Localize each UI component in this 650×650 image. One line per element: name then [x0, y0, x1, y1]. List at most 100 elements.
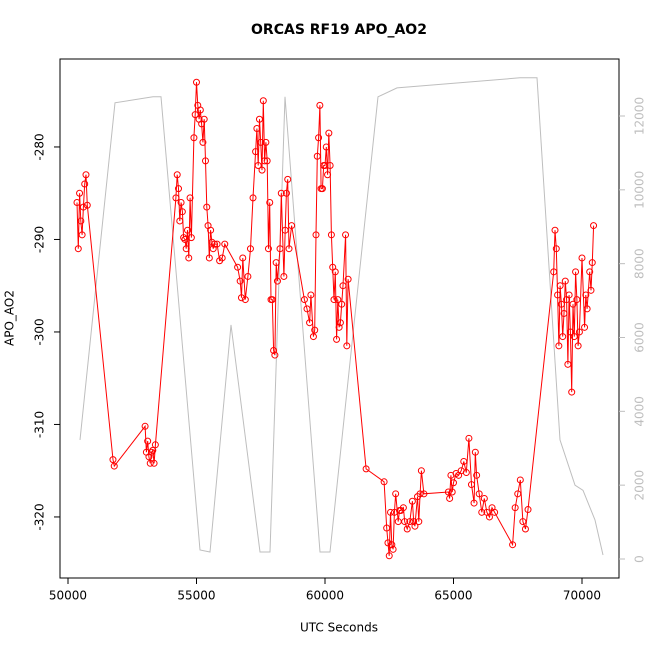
data-point — [300, 296, 308, 304]
data-point — [207, 226, 215, 234]
data-point — [74, 245, 82, 253]
data-point — [387, 508, 395, 516]
data-point — [150, 459, 158, 467]
data-point — [271, 351, 279, 359]
data-point — [552, 245, 560, 253]
data-point — [570, 333, 578, 341]
data-point — [343, 342, 351, 350]
data-point — [335, 323, 343, 331]
data-point — [334, 296, 342, 304]
data-point — [380, 478, 388, 486]
data-point — [263, 157, 271, 165]
data-point — [564, 360, 572, 368]
data-point — [327, 231, 335, 239]
data-point — [448, 488, 456, 496]
data-point — [252, 148, 260, 156]
data-point — [185, 254, 193, 262]
data-point — [178, 208, 186, 216]
data-point — [339, 282, 347, 290]
data-point — [78, 231, 86, 239]
data-point — [588, 259, 596, 267]
data-point — [259, 97, 267, 105]
data-point — [471, 448, 479, 456]
data-point — [177, 198, 185, 206]
data-point — [316, 101, 324, 109]
data-point — [322, 143, 330, 151]
data-point — [257, 138, 265, 146]
data-point — [516, 476, 524, 484]
data-point — [186, 194, 194, 202]
data-point — [79, 203, 87, 211]
data-point — [144, 437, 152, 445]
data-point — [306, 319, 314, 327]
y2-tick-label: 2000 — [633, 470, 647, 501]
data-point — [511, 504, 519, 512]
data-point — [460, 457, 468, 465]
chart-title: ORCAS RF19 APO_AO2 — [251, 22, 427, 38]
data-point — [315, 134, 323, 142]
x-tick-label: 70000 — [563, 589, 601, 603]
data-point — [309, 333, 317, 341]
data-point — [362, 465, 370, 473]
data-point — [196, 106, 204, 114]
data-point — [333, 335, 341, 343]
data-point — [273, 277, 281, 285]
data-point — [560, 309, 568, 317]
data-point — [389, 545, 397, 553]
y-tick-label: -310 — [33, 411, 47, 438]
data-point — [384, 539, 392, 547]
data-point — [318, 185, 326, 193]
data-point — [268, 296, 276, 304]
data-point — [76, 189, 84, 197]
data-point — [266, 198, 274, 206]
data-point — [239, 254, 247, 262]
data-point — [241, 296, 249, 304]
data-point — [141, 422, 149, 430]
data-point — [519, 518, 527, 526]
data-point — [175, 185, 183, 193]
data-point — [574, 342, 582, 350]
data-point — [342, 231, 350, 239]
data-point — [550, 268, 558, 276]
data-point — [321, 161, 329, 169]
data-point — [73, 198, 81, 206]
data-point — [336, 319, 344, 327]
data-point — [237, 294, 245, 302]
data-point — [148, 448, 156, 456]
data-point — [590, 222, 598, 230]
data-point — [559, 333, 567, 341]
data-point — [446, 494, 454, 502]
x-tick-label: 50000 — [49, 589, 87, 603]
data-point — [272, 259, 280, 267]
data-point — [410, 518, 418, 526]
data-point — [478, 508, 486, 516]
data-point — [146, 459, 154, 467]
data-point — [551, 226, 559, 234]
data-point — [449, 479, 457, 487]
data-point — [587, 286, 595, 294]
data-point — [388, 541, 396, 549]
data-point — [173, 171, 181, 179]
data-point — [288, 222, 296, 230]
data-point — [578, 254, 586, 262]
data-point — [556, 282, 564, 290]
data-point — [524, 506, 532, 514]
x-tick-label: 55000 — [177, 589, 215, 603]
data-point — [403, 525, 411, 533]
data-point — [280, 272, 288, 280]
data-point — [176, 217, 184, 225]
plot-frame — [59, 58, 620, 579]
x-tick-label: 65000 — [434, 589, 472, 603]
data-point — [221, 240, 229, 248]
series-line — [76, 82, 595, 556]
data-point — [262, 138, 270, 146]
data-point — [521, 525, 529, 533]
data-point — [557, 300, 565, 308]
data-point — [201, 157, 209, 165]
data-point — [581, 323, 589, 331]
data-point — [572, 268, 580, 276]
data-point — [180, 234, 188, 242]
data-point — [569, 300, 577, 308]
data-point — [192, 78, 200, 86]
